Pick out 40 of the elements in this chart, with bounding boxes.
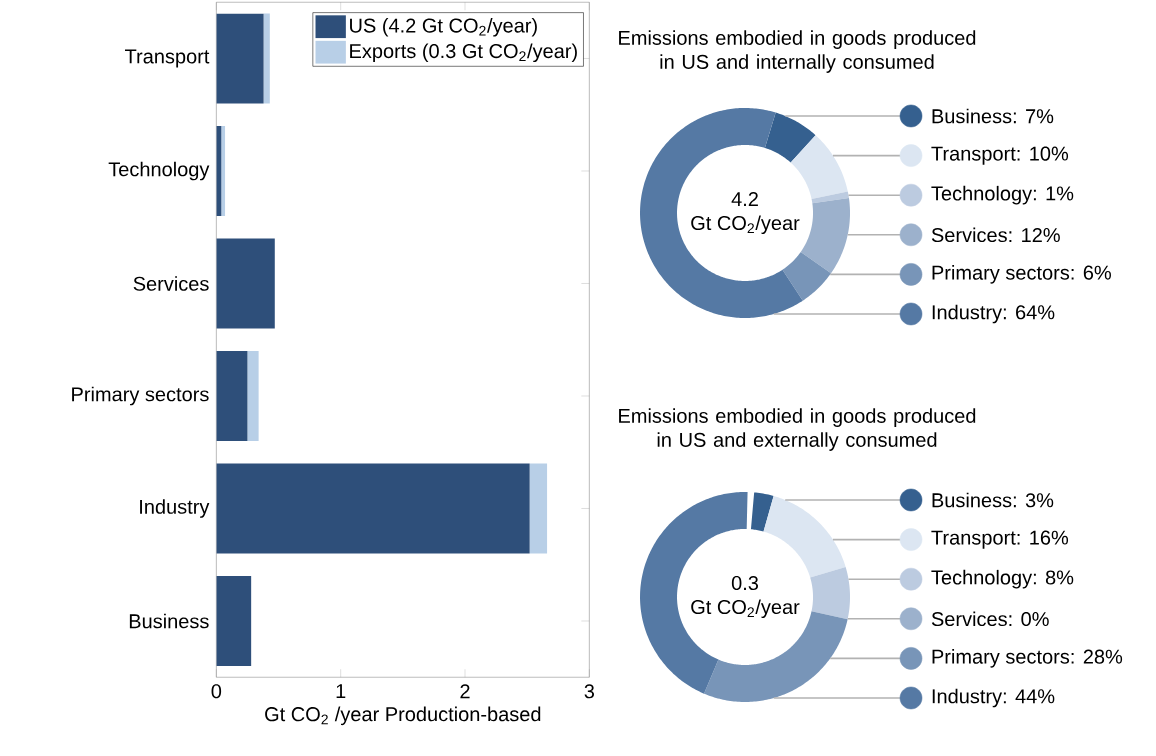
bar: [247, 350, 259, 441]
legend-label: Services: 12%: [931, 227, 1060, 243]
legend-label: Primary sectors: 28%: [932, 649, 1123, 668]
bar: [216, 13, 264, 104]
legend-label: Business: 7%: [932, 108, 1054, 124]
y-tick-label: Business: [129, 613, 209, 629]
bar: [529, 463, 548, 554]
legend-label: Exports (0.3 Gt CO$_{2}$/year): [350, 43, 577, 63]
legend-label: Services: 0%: [931, 611, 1049, 627]
legend-label: Technology: 8%: [931, 569, 1074, 589]
y-tick-label: Primary sectors: [72, 386, 209, 406]
bar: [216, 350, 248, 441]
legend-label: Business: 3%: [932, 492, 1054, 508]
text: 4.2: [731, 191, 758, 206]
legend-label: Industry: 64%: [932, 304, 1055, 324]
text: Gt CO$_{2}$/year: [691, 599, 800, 619]
text: 0.3: [731, 575, 759, 591]
y-tick-label: Services: [133, 276, 209, 291]
bar: [216, 463, 530, 554]
legend-label: Transport: 16%: [931, 530, 1069, 549]
x-tick-label: 1: [336, 684, 346, 698]
y-tick-label: Transport: [125, 49, 210, 68]
y-tick-label: Industry: [140, 499, 210, 518]
chart-title: Emissions embodied in goods produced in US and internally consumed: [619, 30, 976, 73]
y-tick-label: Technology: [108, 161, 210, 181]
x-tick-label: 0: [211, 684, 222, 699]
x-tick-label: 2: [460, 684, 470, 699]
bar: [263, 13, 270, 104]
x-tick-label: 3: [584, 684, 595, 699]
x-axis-title: Gt CO$_{2}$ /year Production-based: [265, 706, 541, 726]
bar: [216, 238, 275, 329]
bar: [221, 125, 226, 216]
legend-label: Primary sectors: 6%: [932, 265, 1111, 284]
bar: [216, 575, 252, 666]
legend-label: Industry: 44%: [932, 688, 1055, 708]
legend-label: US (4.2 Gt CO$_{2}$/year): [350, 17, 537, 37]
legend-label: Transport: 10%: [931, 146, 1069, 165]
legend-label: Technology: 1%: [931, 185, 1074, 205]
chart-title: Emissions embodied in goods produced in US and externally consumed: [619, 408, 976, 451]
text: Gt CO$_{2}$/year: [691, 215, 800, 235]
